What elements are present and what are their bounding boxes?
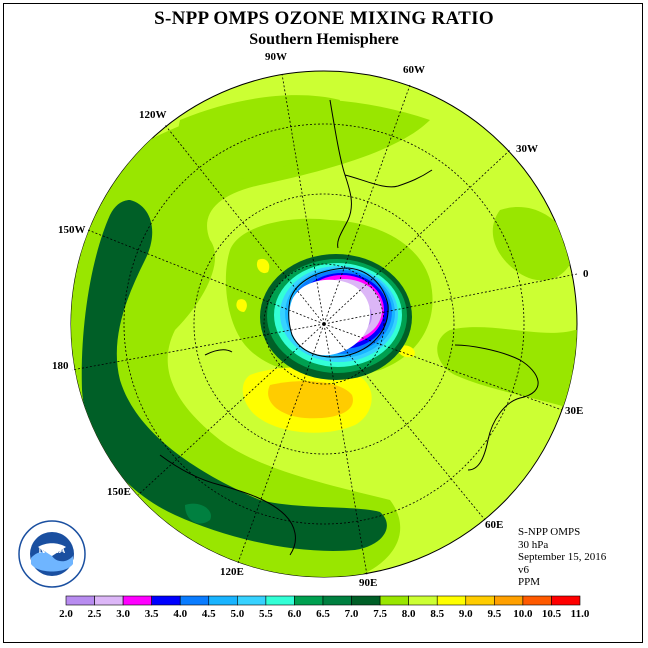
info-date: September 15, 2016 (518, 551, 607, 563)
colorbar-swatch (322, 595, 352, 606)
contour-7_0-crescent (81, 200, 387, 551)
colorbar-swatch (151, 595, 181, 606)
coast-antarctica (288, 267, 389, 358)
colorbar-tick-label: 5.0 (230, 608, 245, 620)
info-version: v6 (518, 563, 529, 576)
colorbar-tick-label: 4.5 (201, 608, 216, 620)
info-block: S-NPP OMPS 30 hPa September 15, 2016 v6 … (518, 526, 606, 589)
colorbar-tick-label: 9.0 (458, 608, 473, 620)
colorbar-swatch (351, 595, 381, 606)
coast-nz (204, 349, 233, 356)
colorbar (65, 595, 581, 606)
colorbar-swatch (208, 595, 238, 606)
colorbar-tick-label: 8.5 (430, 608, 445, 620)
noaa-logo: NOAA (18, 520, 86, 588)
colorbar-tick-label: 2.0 (59, 608, 73, 620)
lon-label-90E: 90E (359, 577, 378, 589)
meridian-0 (323, 273, 578, 325)
contour-7_5-right (492, 206, 575, 281)
lon-label-60W: 60W (403, 64, 425, 76)
map-title: S-NPP OMPS OZONE MIXING RATIO (154, 8, 494, 29)
lon-label-180: 180 (52, 360, 69, 372)
info-level: 30 hPa (518, 538, 549, 551)
contour-7_0-patch (185, 503, 211, 524)
colorbar-tick-label: 3.0 (116, 608, 130, 620)
lon-label-120W: 120W (139, 109, 167, 121)
colorbar-tick-label: 3.5 (144, 608, 159, 620)
antarctica-nodata (289, 279, 371, 356)
colorbar-tick-label: 11.0 (570, 608, 590, 620)
map-subtitle: Southern Hemisphere (249, 31, 399, 48)
contour-9_0-region (268, 381, 353, 419)
colorbar-tick-label: 7.5 (373, 608, 387, 620)
colorbar-tick-label: 6.0 (287, 608, 302, 620)
lon-label-150E: 150E (107, 486, 131, 498)
coastlines (159, 99, 539, 556)
meridian-120W (164, 124, 325, 325)
coast-australia (159, 454, 296, 556)
lon-label-120E: 120E (220, 566, 244, 578)
colorbar-tick-label: 4.0 (173, 608, 188, 620)
colorbar-swatch (379, 595, 409, 606)
meridian-90E (323, 323, 368, 576)
noaa-logo-text: NOAA (39, 545, 66, 555)
south-pole-marker (322, 322, 326, 326)
meridian-30W (323, 149, 511, 325)
colorbar-swatch (265, 595, 295, 606)
colorbar-swatch (179, 595, 210, 606)
lon-label-0: 0 (583, 268, 589, 280)
latitude-circle-30 (123, 123, 525, 525)
lon-label-60E: 60E (485, 519, 504, 531)
coast-africa (454, 344, 539, 471)
colorbar-swatch (237, 595, 267, 606)
contour-8_5-small1 (256, 258, 270, 274)
info-instrument: S-NPP OMPS (518, 526, 581, 538)
colorbar-swatch (494, 595, 524, 606)
lon-label-30W: 30W (516, 143, 538, 155)
colorbar-tick-label: 7.0 (344, 608, 359, 620)
info-units: PPM (518, 576, 541, 588)
colorbar-swatch (465, 595, 495, 606)
colorbar-swatch (436, 595, 467, 606)
latitude-circle-50 (193, 193, 455, 455)
coast-south-america (329, 99, 433, 249)
colorbar-tick-label: 8.0 (401, 608, 416, 620)
meridian-180 (71, 323, 325, 371)
contour-7_5-upper (177, 95, 340, 181)
ozone-contours (71, 95, 577, 577)
colorbar-swatch (122, 595, 152, 606)
contour-8_5-small2 (397, 345, 415, 358)
colorbar-tick-label: 2.5 (87, 608, 102, 620)
colorbar-swatch (522, 595, 552, 606)
graticule (71, 73, 578, 576)
colorbar-swatch (94, 595, 124, 606)
colorbar-swatch (408, 595, 438, 606)
colorbar-swatch (294, 595, 324, 606)
contour-8_5-small3 (236, 299, 247, 312)
colorbar-tick-label: 6.5 (316, 608, 330, 620)
lon-label-30E: 30E (565, 405, 584, 417)
colorbar-swatch (65, 595, 95, 606)
colorbar-tick-label: 10.5 (541, 608, 562, 620)
colorbar-tick-label: 9.5 (487, 608, 502, 620)
contour-7_5-right-lower (437, 327, 577, 420)
latitude-circle-70 (263, 263, 385, 385)
lon-label-90W: 90W (265, 51, 287, 63)
colorbar-swatch (551, 595, 581, 606)
lon-label-150W: 150W (58, 224, 86, 236)
colorbar-tick-label: 5.5 (259, 608, 273, 620)
colorbar-tick-label: 10.0 (513, 608, 533, 620)
figure-frame (3, 3, 643, 643)
